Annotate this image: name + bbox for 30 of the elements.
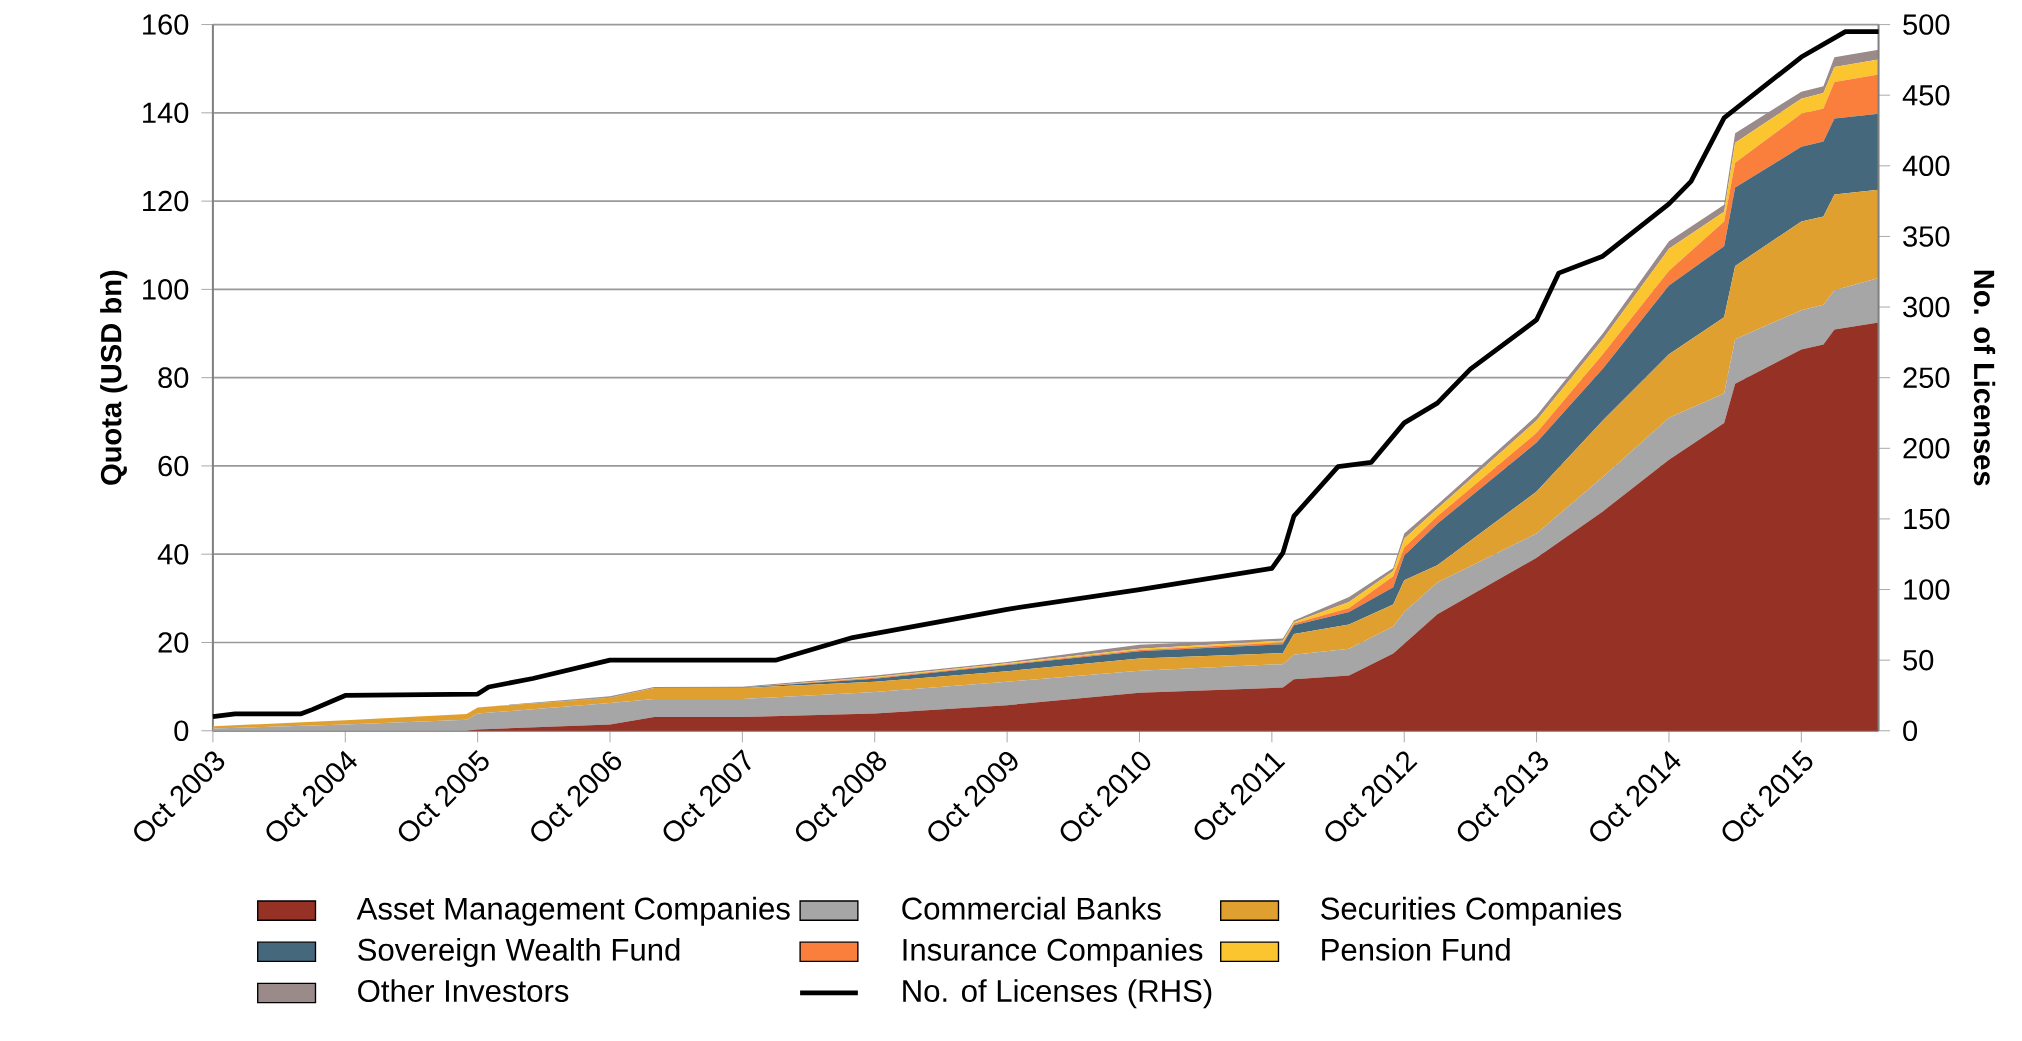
- y2-tick-label: 250: [1903, 367, 1950, 389]
- legend-label: Pension Fund: [1322, 938, 1510, 961]
- y2-axis-title: No. of Licenses: [1973, 270, 1996, 486]
- y2-tick-label: 150: [1904, 508, 1950, 530]
- y2-tick-label: 350: [1903, 226, 1950, 247]
- y2-tick-label: 300: [1903, 296, 1950, 318]
- y-tick-label: 40: [157, 544, 189, 565]
- y2-tick-label: 500: [1903, 14, 1950, 35]
- y2-tick-label: 450: [1902, 84, 1950, 106]
- legend-label: No. of Licenses (RHS): [903, 979, 1212, 1009]
- y-tick-label: 100: [143, 279, 189, 300]
- y-axis-title: Quota (USD bn): [100, 270, 128, 485]
- y-tick-label: 80: [158, 367, 189, 389]
- legend-label: Sovereign Wealth Fund: [358, 938, 680, 968]
- y-tick-label: 160: [143, 14, 189, 35]
- y2-tick-label: 0: [1903, 720, 1918, 742]
- y2-tick-label: 50: [1903, 649, 1934, 671]
- y-tick-label: 60: [158, 455, 189, 477]
- legend-label: Other Investors: [358, 979, 569, 1003]
- y-tick-label: 0: [174, 720, 189, 742]
- y2-tick-label: 100: [1904, 579, 1950, 600]
- y2-tick-label: 400: [1902, 155, 1950, 177]
- y-tick-label: 120: [143, 190, 189, 212]
- y2-tick-label: 200: [1903, 438, 1950, 459]
- y-tick-label: 140: [143, 102, 189, 124]
- y-tick-label: 20: [158, 632, 189, 653]
- legend-label: Asset Management Companies: [356, 896, 790, 926]
- legend-label: Securities Companies: [1321, 896, 1622, 926]
- legend-label: Commercial Banks: [902, 896, 1161, 920]
- legend-label: Insurance Companies: [903, 938, 1203, 968]
